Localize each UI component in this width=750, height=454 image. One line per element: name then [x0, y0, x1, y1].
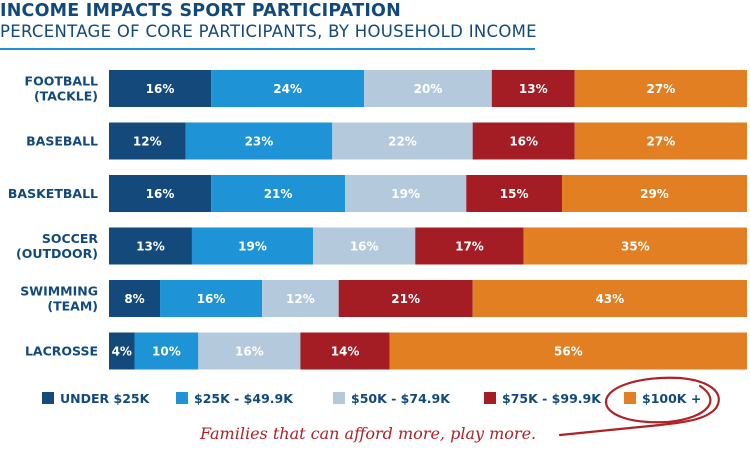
legend-item: $50K - $74.9K — [333, 390, 450, 406]
data-label: 24% — [273, 82, 302, 96]
bar-segment — [332, 122, 473, 160]
category-label: LACROSSE — [25, 344, 98, 359]
bar-segment — [160, 280, 263, 317]
bar-segment — [109, 70, 212, 107]
data-label: 10% — [152, 345, 181, 359]
category-label-line: BASKETBALL — [8, 186, 98, 201]
data-label: 16% — [146, 82, 175, 96]
data-label: 16% — [146, 187, 175, 201]
bar-segment — [211, 175, 346, 212]
category-label-line: SWIMMING — [20, 284, 98, 299]
category-label: BASKETBALL — [8, 186, 98, 201]
legend-swatch — [176, 392, 188, 404]
data-label: 13% — [136, 240, 165, 254]
category-label: BASEBALL — [26, 134, 98, 149]
bar-segment — [109, 175, 212, 212]
bar-segment — [345, 175, 467, 212]
bar-segment — [109, 280, 161, 317]
data-label: 16% — [350, 240, 379, 254]
data-label: 14% — [331, 345, 360, 359]
bar-segment — [523, 227, 747, 265]
chart-title: INCOME IMPACTS SPORT PARTICIPATION — [0, 1, 401, 21]
legend-swatch — [484, 392, 496, 404]
legend-swatch — [42, 392, 54, 404]
legend-swatch — [624, 392, 636, 404]
bar-segment — [561, 175, 747, 212]
category-label-line: FOOTBALL — [25, 74, 98, 89]
title-underline — [0, 48, 535, 50]
bar-segment — [134, 332, 199, 370]
data-label: 16% — [235, 345, 264, 359]
bar-segment — [389, 332, 747, 370]
legend-swatch — [333, 392, 345, 404]
bar-segment — [574, 122, 747, 160]
bar-segment — [198, 332, 301, 370]
data-label: 12% — [133, 135, 162, 149]
bar-segment — [313, 227, 416, 265]
bar-segment — [191, 227, 314, 265]
stacked-bar-chart: FOOTBALL (TACKLE) 16% 24% 20% 13% 27% BASEBALL 1… — [8, 70, 747, 370]
data-label: 21% — [391, 292, 420, 306]
bar-segment — [472, 280, 747, 317]
bar-segment — [466, 175, 562, 212]
data-label: 21% — [264, 187, 293, 201]
category-label-line: (TEAM) — [47, 299, 98, 314]
bar-segment — [211, 70, 365, 107]
bar-segment — [338, 280, 473, 317]
data-label: 43% — [595, 292, 624, 306]
bar-segment — [109, 122, 186, 160]
legend-label: $25K - $49.9K — [194, 390, 293, 406]
data-label: 4% — [112, 345, 132, 359]
category-label-line: LACROSSE — [25, 344, 98, 359]
data-label: 15% — [500, 187, 529, 201]
legend-label: $100K + — [642, 390, 702, 406]
legend-item: UNDER $25K — [42, 390, 149, 406]
data-label: 27% — [647, 82, 676, 96]
category-label: SOCCER (OUTDOOR) — [16, 231, 98, 261]
data-label: 20% — [414, 82, 443, 96]
bar-segment — [262, 280, 339, 317]
data-label: 35% — [621, 240, 650, 254]
bar-segment — [415, 227, 524, 265]
data-label: 17% — [455, 240, 484, 254]
data-label: 19% — [391, 187, 420, 201]
data-label: 27% — [647, 135, 676, 149]
data-label: 19% — [238, 240, 267, 254]
legend-item: $25K - $49.9K — [176, 390, 293, 406]
data-label: 56% — [554, 345, 583, 359]
legend-label: UNDER $25K — [60, 390, 150, 406]
data-label: 12% — [286, 292, 315, 306]
bar-segment — [364, 70, 492, 107]
legend-item: $75K - $99.9K — [484, 390, 601, 406]
category-label: SWIMMING (TEAM) — [20, 284, 98, 314]
chart-subtitle: PERCENTAGE OF CORE PARTICIPANTS, BY HOUS… — [0, 22, 537, 41]
data-label: 22% — [388, 135, 417, 149]
legend-label: $75K - $99.9K — [502, 390, 601, 406]
category-label-line: BASEBALL — [26, 134, 98, 149]
bar-segment — [472, 122, 575, 160]
data-label: 13% — [519, 82, 548, 96]
category-label-line: (TACKLE) — [34, 89, 98, 104]
tagline: Families that can afford more, play more… — [200, 424, 537, 443]
highlight-circle-stroke — [558, 376, 720, 437]
bar-segment — [300, 332, 390, 370]
data-label: 23% — [245, 135, 274, 149]
category-label: FOOTBALL (TACKLE) — [25, 74, 98, 104]
data-label: 16% — [197, 292, 226, 306]
bar-segment — [574, 70, 747, 107]
bar-segment — [109, 227, 192, 265]
data-label: 29% — [640, 187, 669, 201]
bar-segment — [109, 332, 135, 370]
data-label: 8% — [124, 292, 144, 306]
bar-segment — [185, 122, 333, 160]
data-label: 16% — [509, 135, 538, 149]
legend-item: $100K + — [624, 390, 701, 406]
legend-label: $50K - $74.9K — [351, 390, 450, 406]
bar-segment — [491, 70, 575, 107]
category-label-line: SOCCER — [42, 231, 99, 246]
category-label-line: (OUTDOOR) — [16, 246, 98, 261]
